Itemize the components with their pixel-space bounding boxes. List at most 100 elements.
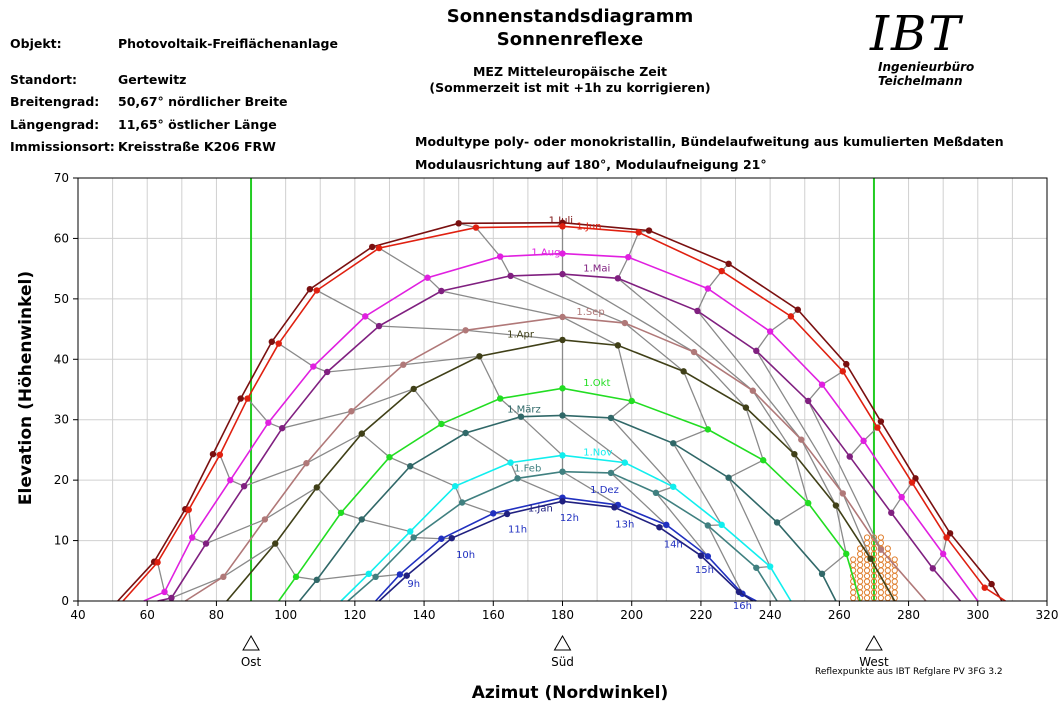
reflex-point [884,545,891,552]
data-point [292,573,300,581]
x-axis-label: Azimut (Nordwinkel) [472,683,669,703]
hour-curve [212,432,508,515]
hour-curve [561,222,772,569]
direction-triangle [865,634,883,651]
reflex-point [863,583,871,591]
data-point [348,408,355,415]
data-point [749,387,757,394]
data-point [843,550,850,558]
reflex-point [857,561,864,569]
data-point [438,287,445,295]
data-point [981,584,988,591]
data-point [559,452,566,459]
data-point [303,460,310,467]
data-point [462,429,469,437]
data-point [680,368,687,375]
data-point [645,227,653,234]
y-tick-label: 40 [54,352,69,366]
series-1jun: 1.Jun [122,221,1006,602]
hour-curve [807,363,882,550]
module-type: Modultype poly- oder monokristallin, Bün… [415,134,1004,149]
data-point [735,588,743,596]
series-label: 1.Nov [583,447,612,458]
series-line [226,339,896,602]
data-point [798,436,805,443]
series-1jan: 1.Jan [378,498,754,602]
data-point [306,285,314,293]
data-point [337,509,345,516]
data-point [874,424,881,431]
immission-value: Kreisstraße K206 FRW [118,139,276,154]
series-label: 1.Apr [507,330,535,341]
data-point [760,457,767,464]
data-point [877,418,885,425]
data-point [794,306,802,313]
x-tick-label: 40 [70,608,85,622]
data-point [725,474,732,481]
hour-curve [185,486,452,545]
data-point [503,510,511,518]
data-point [818,381,826,388]
data-point [690,348,698,356]
reflex-point [857,572,864,580]
y-tick-label: 60 [54,231,69,245]
data-point [704,553,712,560]
immission-label: Immissionsort: [10,139,115,154]
data-point [424,274,431,281]
data-point [455,220,462,227]
data-point [268,338,275,345]
data-point [313,287,320,294]
data-point [362,313,369,320]
x-tick-label: 280 [897,608,920,622]
hour-labels: 9h 10h 11h 12h 13h 14h 15h 16h [407,513,752,612]
data-point [403,572,410,579]
data-point [161,588,168,596]
data-point [507,459,514,466]
reflex-point [877,561,884,569]
series-1mai: 1.Mai [157,264,962,602]
title-main: Sonnenstandsdiagramm [446,6,694,27]
data-point [323,368,331,376]
time-note: MEZ Mitteleuropäische Zeit [472,64,667,79]
x-tick-label: 200 [620,608,643,622]
data-point [272,540,279,547]
series-line [378,500,754,602]
data-point [725,260,732,268]
hour-curve [154,542,407,599]
hour-curve [696,263,847,575]
data-point [718,267,725,275]
series-1feb: 1.Feb [347,464,778,602]
series-label: 1.Okt [583,378,610,389]
data-point [386,453,393,461]
reflex-point [857,556,864,563]
data-point [497,253,504,260]
data-point [912,475,919,482]
reflex-point [884,572,891,580]
data-point [939,550,947,558]
reflex-point [863,567,871,574]
series-1aug: 1.Aug [143,247,979,602]
reflex-point [877,583,884,591]
y-tick-label: 70 [54,171,69,185]
hour-label: 11h [508,524,527,535]
hour-label: 9h [407,579,420,590]
y-tick-label: 50 [54,292,69,306]
data-point [559,313,566,321]
x-tick-label: 120 [343,608,366,622]
reflex-point [891,589,898,596]
data-point [375,244,383,252]
reflex-point [857,583,864,591]
direction-label: Süd [551,655,574,669]
data-point [621,319,628,327]
data-point [888,509,895,516]
data-point [438,420,445,428]
data-point [621,459,628,466]
reflex-point [863,534,871,541]
data-point [766,328,774,335]
reflex-point [857,545,864,552]
reflex-point [863,561,871,569]
data-point [368,243,376,251]
hour-label: 13h [615,520,634,531]
axes: 40 60 80 100 120 140 160 180 200 220 240 260 280 300 3… [54,171,1059,669]
